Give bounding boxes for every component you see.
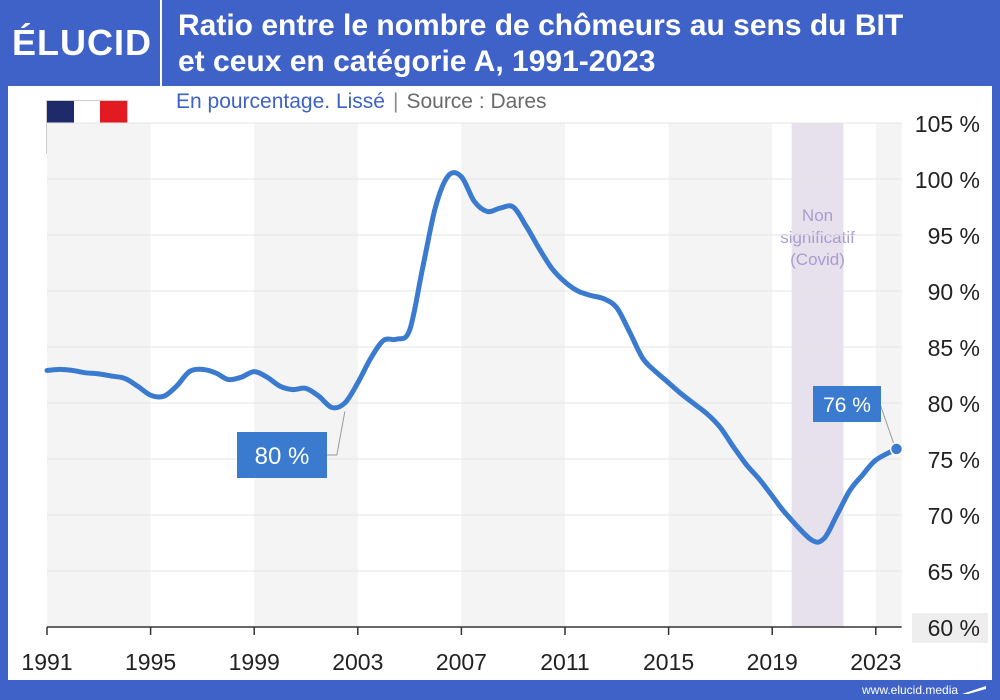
shaded-period-3: [668, 123, 773, 627]
x-tick-label: 2019: [747, 649, 798, 675]
callout-76-leader: [879, 403, 894, 444]
y-tick-label: 65 %: [928, 559, 980, 585]
callout-76-box: [813, 386, 881, 422]
y-tick-label: 75 %: [928, 447, 980, 473]
chart-subtitle: En pourcentage. Lissé | Source : Dares: [176, 90, 547, 114]
callout-80-label: 80 %: [255, 443, 310, 470]
elucid-mark-icon: [962, 686, 986, 694]
chart-title-line1: Ratio entre le nombre de chômeurs au sen…: [178, 9, 904, 42]
y-tick-label: 80 %: [928, 391, 980, 417]
endpoint-marker: [889, 442, 904, 456]
y-tick-label: 85 %: [928, 335, 980, 361]
y-tick-60-bg: [912, 613, 988, 643]
callout-80-box: [237, 432, 327, 478]
covid-band: [791, 123, 844, 627]
ratio-line: [44, 170, 899, 545]
y-tick-label: 105 %: [915, 111, 980, 137]
y-tick-label: 60 %: [928, 615, 980, 641]
subtitle-separator: |: [392, 90, 399, 113]
y-tick-label: 70 %: [928, 503, 980, 529]
covid-label-line-0: Non: [802, 206, 833, 225]
x-tick-label: 2011: [540, 649, 589, 675]
shaded-period-2: [461, 123, 565, 627]
subtitle-description: En pourcentage. Lissé: [176, 90, 385, 113]
elucid-logo: ÉLUCID: [12, 22, 152, 63]
chart-title: Ratio entre le nombre de chômeurs au sen…: [178, 8, 988, 80]
covid-label-line-2: (Covid): [790, 250, 845, 269]
shaded-period-4: [875, 123, 902, 627]
callout-76-label: 76 %: [823, 394, 871, 417]
shaded-period-1: [254, 123, 358, 627]
header-bar: ÉLUCID Ratio entre le nombre de chômeurs…: [0, 0, 1000, 86]
x-tick-label: 1999: [229, 649, 280, 675]
x-tick-label: 2007: [436, 649, 487, 675]
x-tick-label: 2015: [643, 649, 694, 675]
x-tick-label: 1995: [125, 649, 176, 675]
x-tick-label: 1991: [21, 649, 72, 675]
subtitle-source: Source : Dares: [406, 90, 547, 113]
footer-brand: www.elucid.media: [862, 683, 959, 697]
chart-title-line2: et ceux en catégorie A, 1991-2023: [178, 45, 656, 78]
y-tick-label: 95 %: [928, 223, 980, 249]
callout-80-leader: [326, 411, 346, 456]
y-tick-label: 90 %: [928, 279, 980, 305]
x-tick-label: 2023: [850, 649, 901, 675]
x-tick-label: 2003: [332, 649, 383, 675]
y-tick-label: 100 %: [915, 167, 980, 193]
covid-label-line-1: significatif: [780, 228, 855, 247]
header-divider: [160, 0, 162, 86]
